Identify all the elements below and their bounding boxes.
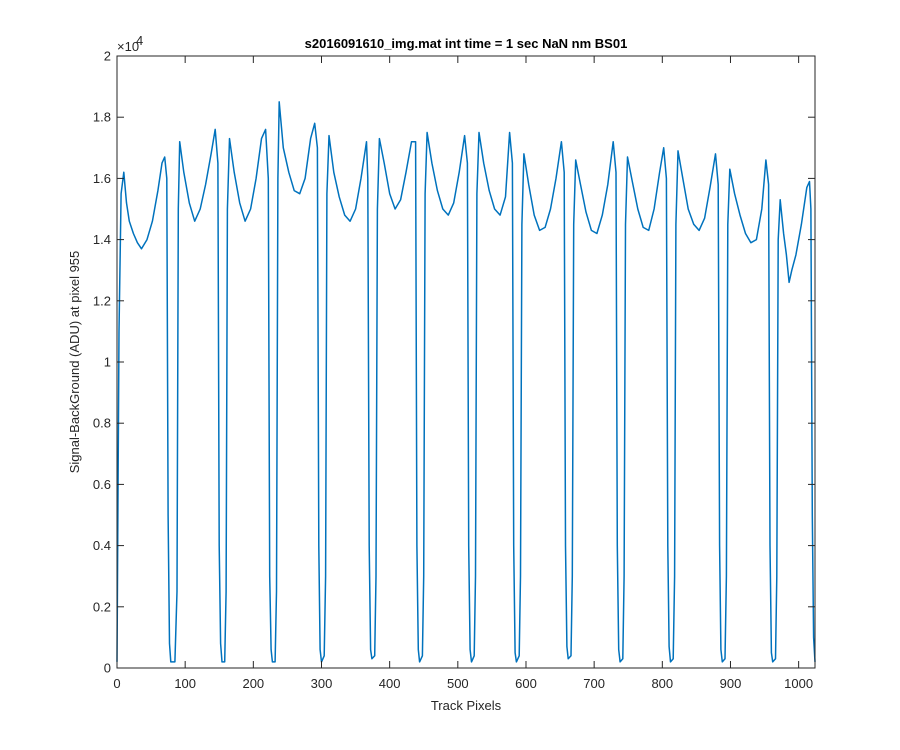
y-axis-label: Signal-BackGround (ADU) at pixel 955 — [67, 251, 82, 474]
y-tick-label: 0.8 — [93, 416, 111, 431]
chart-title: s2016091610_img.mat int time = 1 sec NaN… — [305, 36, 628, 51]
y-tick-label: 0.2 — [93, 599, 111, 614]
y-tick-label: 0.6 — [93, 477, 111, 492]
y-tick-label: 1 — [104, 355, 111, 370]
y-tick-label: 1.4 — [93, 232, 111, 247]
series-line-0 — [116, 101, 816, 663]
x-tick-label: 500 — [447, 676, 469, 691]
x-tick-label: 400 — [379, 676, 401, 691]
y-tick-label: 0 — [104, 661, 111, 676]
x-tick-label: 200 — [242, 676, 264, 691]
x-tick-label: 1000 — [784, 676, 813, 691]
x-tick-label: 300 — [311, 676, 333, 691]
x-axis: 0 100 200 300 400 500 600 700 800 900 1000 — [113, 56, 813, 691]
x-tick-label: 900 — [720, 676, 742, 691]
y-tick-label: 1.6 — [93, 171, 111, 186]
plot-area — [117, 56, 815, 668]
y-exponent: ×10 4 — [117, 33, 143, 54]
x-tick-label: 600 — [515, 676, 537, 691]
x-tick-label: 800 — [651, 676, 673, 691]
x-tick-label: 0 — [113, 676, 120, 691]
y-exponent-base: ×10 — [117, 39, 139, 54]
y-axis: 0 0.2 0.4 0.6 0.8 1 1.2 1.4 1.6 1.8 2 — [93, 49, 815, 676]
y-tick-label: 1.8 — [93, 110, 111, 125]
x-tick-label: 100 — [174, 676, 196, 691]
x-tick-label: 700 — [583, 676, 605, 691]
line-layer — [116, 101, 816, 663]
y-tick-label: 1.2 — [93, 293, 111, 308]
x-axis-label: Track Pixels — [431, 698, 502, 713]
y-exponent-power: 4 — [136, 33, 143, 48]
y-tick-label: 0.4 — [93, 538, 111, 553]
y-tick-label: 2 — [104, 49, 111, 64]
